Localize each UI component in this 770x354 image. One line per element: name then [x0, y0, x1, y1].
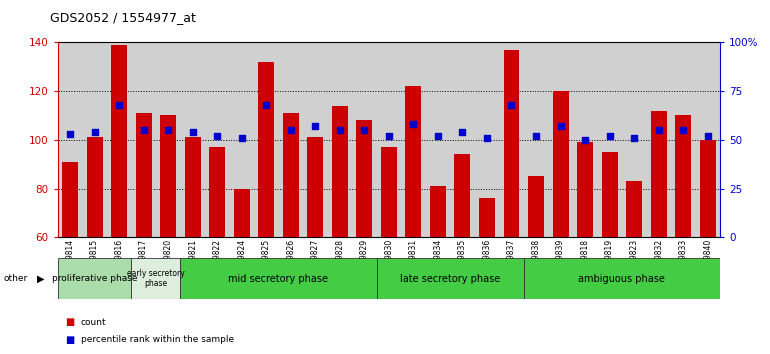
Point [89, 129, 101, 135]
Text: ambiguous phase: ambiguous phase [578, 274, 665, 284]
Point [64, 131, 76, 137]
Bar [185, 137, 201, 237]
Text: proliferative phase: proliferative phase [52, 274, 137, 283]
Text: ▶: ▶ [37, 274, 45, 284]
Point [186, 129, 199, 135]
Point [628, 135, 641, 141]
Bar [234, 188, 249, 237]
Point [358, 127, 370, 133]
Bar [209, 147, 225, 237]
Text: percentile rank within the sample: percentile rank within the sample [81, 335, 234, 344]
Bar [180, 258, 377, 299]
Bar [651, 110, 667, 237]
Bar [86, 137, 102, 237]
Bar [626, 181, 642, 237]
Point [333, 127, 346, 133]
Bar [577, 142, 593, 237]
Bar [381, 147, 397, 237]
Text: early secretory
phase: early secretory phase [127, 269, 185, 289]
Point [137, 127, 149, 133]
Point [701, 133, 714, 139]
Bar [283, 113, 299, 237]
Bar [357, 120, 373, 237]
Text: count: count [81, 318, 106, 327]
Text: ■: ■ [65, 335, 75, 345]
Point [554, 123, 567, 129]
Bar [377, 258, 524, 299]
Bar [601, 152, 618, 237]
Bar [675, 115, 691, 237]
Point [480, 135, 493, 141]
Point [579, 137, 591, 143]
Point [432, 133, 444, 139]
Point [457, 129, 469, 135]
Text: GDS2052 / 1554977_at: GDS2052 / 1554977_at [50, 11, 196, 24]
Point [652, 127, 665, 133]
Point [604, 133, 616, 139]
Point [407, 121, 420, 127]
Bar [524, 258, 720, 299]
Text: mid secretory phase: mid secretory phase [229, 274, 329, 284]
Bar [553, 91, 568, 237]
Point [530, 133, 542, 139]
Bar [700, 140, 715, 237]
Bar [430, 186, 446, 237]
Bar [504, 50, 520, 237]
Bar [454, 154, 470, 237]
Bar [479, 198, 495, 237]
Point [260, 102, 273, 108]
Text: ■: ■ [65, 317, 75, 327]
Bar [160, 115, 176, 237]
Point [383, 133, 395, 139]
Bar [528, 176, 544, 237]
Point [113, 102, 126, 108]
Bar [258, 62, 274, 237]
Point [211, 133, 223, 139]
Bar [132, 258, 180, 299]
Point [505, 102, 517, 108]
Point [285, 127, 297, 133]
Bar [111, 45, 127, 237]
Bar [332, 106, 348, 237]
Bar [58, 258, 132, 299]
Bar [307, 137, 323, 237]
Point [162, 127, 174, 133]
Text: other: other [4, 274, 28, 283]
Bar [62, 162, 78, 237]
Bar [136, 113, 152, 237]
Point [309, 123, 321, 129]
Point [236, 135, 248, 141]
Bar [405, 86, 421, 237]
Text: late secretory phase: late secretory phase [400, 274, 501, 284]
Point [677, 127, 689, 133]
